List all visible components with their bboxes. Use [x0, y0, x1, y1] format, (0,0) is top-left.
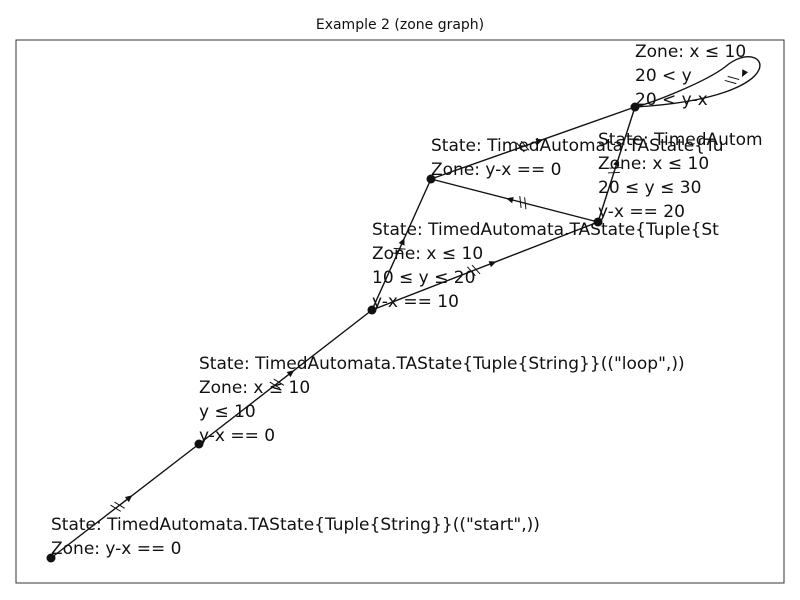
edge-n2-n4 — [371, 221, 599, 311]
node-label-line: Zone: x ≤ 10 — [199, 378, 310, 398]
edge-tick-mark — [110, 501, 125, 512]
node-label-line: y ≤ 10 — [199, 402, 256, 422]
edges-group — [50, 56, 761, 559]
edge-arrowhead — [488, 261, 497, 268]
node-label-line: y-x == 0 — [199, 426, 275, 446]
edge-tick-mark — [519, 196, 527, 210]
node-label-line: y-x == 10 — [372, 292, 459, 312]
edge-tick-mark — [516, 140, 530, 153]
node-label-line: Zone: y-x == 0 — [431, 160, 561, 180]
edge-n1-n2 — [198, 309, 373, 445]
edge-arrowhead — [613, 158, 620, 167]
graph-node — [46, 553, 56, 563]
edge-arrowhead — [742, 69, 749, 77]
node-label-line: State: TimedAutomata.TAState{Tu — [431, 136, 724, 156]
node-label-line: 10 ≤ y ≤ 20 — [372, 268, 475, 288]
edge-arrowhead — [124, 495, 133, 503]
edge-tick-mark — [269, 378, 285, 389]
node-label-line: State: TimedAutomata.TAState{Tuple{Strin… — [51, 515, 540, 535]
edge-arrowhead — [535, 138, 544, 145]
node-label-line: State: TimedAutomata.TAState{Tuple{Strin… — [199, 354, 685, 374]
edge-arrowhead — [506, 196, 514, 204]
node-label-line: Zone: x ≤ 10 — [372, 244, 483, 264]
edge-tick-mark — [607, 167, 622, 174]
graph-node — [426, 174, 436, 184]
edge-tick-mark — [724, 75, 740, 85]
node-label-line: y-x == 20 — [598, 202, 685, 222]
node-label-line: 20 ≤ y ≤ 30 — [598, 178, 701, 198]
node-label-line: Zone: x ≤ 10 — [635, 42, 746, 62]
node-label-line: Zone: x ≤ 10 — [598, 154, 709, 174]
node-label-line: 20 < y-x — [635, 90, 708, 110]
node-label-line: 20 < y — [635, 66, 692, 86]
edge-n0-n1 — [50, 443, 200, 559]
node-label-line: State: TimedAutomata.TAState{Tuple{St — [372, 220, 719, 240]
graph-node — [593, 217, 603, 227]
edge-tick-mark — [391, 247, 406, 255]
edge-arrowhead — [398, 237, 405, 246]
graph-node — [367, 305, 377, 315]
edge-n3-n5 — [430, 106, 636, 180]
self-loop-edge — [634, 56, 761, 108]
labels-group: State: TimedAutomata.TAState{Tuple{Strin… — [51, 42, 763, 559]
edge-tick-mark — [466, 264, 481, 277]
nodes-group — [46, 102, 640, 563]
graph-node — [194, 439, 204, 449]
edge-n2-n3 — [371, 178, 432, 311]
figure-title: Example 2 (zone graph) — [315, 17, 485, 33]
edge-n4-n3 — [430, 178, 599, 223]
plot-frame — [15, 39, 785, 584]
node-label-line: Zone: y-x == 0 — [51, 539, 181, 559]
node-label-line: State: TimedAutom — [598, 130, 763, 150]
edge-arrowhead — [286, 370, 295, 378]
graph-node — [630, 102, 640, 112]
